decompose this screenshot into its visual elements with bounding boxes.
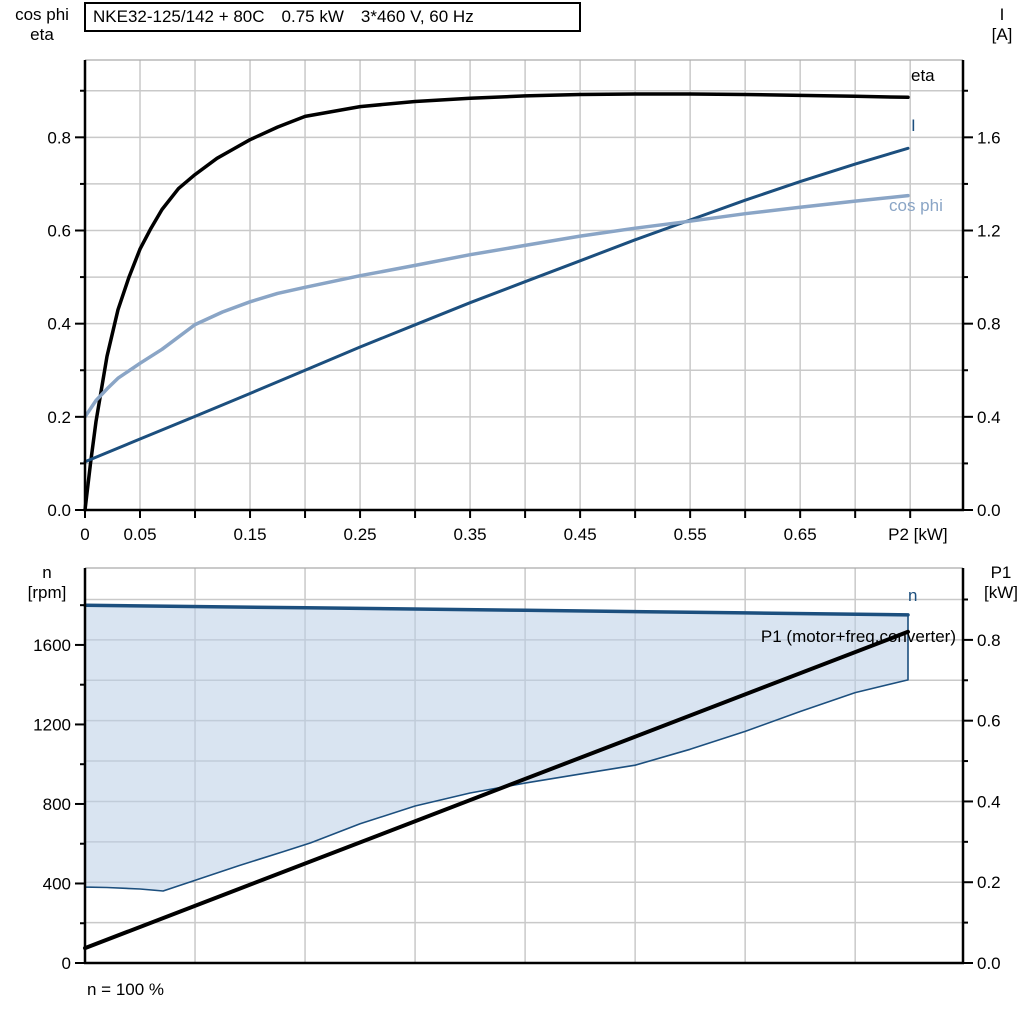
eta-axis-label: eta (30, 25, 54, 44)
pump-model-title: NKE32-125/142 + 80C (93, 7, 265, 26)
bottom-chart-left-axis-title: n [rpm] (10, 563, 84, 603)
top-chart-right-axis-title: I [A] (980, 5, 1024, 45)
top-chart-right-tick-label: 0.0 (977, 501, 1001, 520)
top-chart-right-tick-label: 1.2 (977, 221, 1001, 240)
p1-curve-label: P1 (motor+freq.converter) (760, 627, 956, 646)
cos-phi-axis-label: cos phi (15, 5, 69, 24)
supply-title: 3*460 V, 60 Hz (360, 7, 474, 26)
top-chart-x-tick-label: 0.05 (123, 525, 156, 544)
top-chart-x-tick-label: 0.15 (233, 525, 266, 544)
top-chart-left-tick-label: 0.0 (47, 501, 71, 520)
bottom-chart-right-tick-label: 0.6 (977, 712, 1001, 731)
p1-axis-label: P1 (990, 563, 1012, 582)
top-chart-left-tick-label: 0.4 (47, 315, 71, 334)
cos-phi-curve-label: cos phi (889, 196, 943, 215)
top-chart-left-tick-label: 0.2 (47, 408, 71, 427)
bottom-chart-left-tick-label: 800 (43, 795, 71, 814)
top-chart-x-tick-label: 0.55 (674, 525, 707, 544)
bottom-chart-right-tick-label: 0.8 (977, 631, 1001, 650)
chart-title-box: NKE32-125/142 + 80C 0.75 kW 3*460 V, 60 … (84, 2, 581, 32)
top-chart-left-tick-label: 0.8 (47, 128, 71, 147)
top-chart-series-cos-phi-curve (83, 193, 910, 419)
bottom-chart-series-n-curve (83, 603, 910, 617)
top-chart-right-tick-label: 0.4 (977, 408, 1001, 427)
top-chart-x-tick-label: 0.45 (564, 525, 597, 544)
bottom-chart-right-tick-label: 0.2 (977, 873, 1001, 892)
bottom-chart-left-tick-label: 400 (43, 874, 71, 893)
bottom-chart-series-p1-motor-freq-converter--curve (83, 629, 910, 951)
top-chart-right-tick-label: 0.8 (977, 315, 1001, 334)
speed-footnote: n = 100 % (87, 980, 165, 999)
speed-unit-label: [rpm] (27, 583, 67, 602)
rated-power-title: 0.75 kW (281, 7, 344, 26)
bottom-chart-right-tick-label: 0.4 (977, 792, 1001, 811)
top-chart-series-i-curve (83, 146, 910, 464)
p1-unit-label: [kW] (984, 583, 1018, 602)
bottom-chart-right-axis-title: P1 [kW] (978, 563, 1024, 603)
top-chart-left-axis-title: cos phi eta (4, 5, 80, 45)
top-chart-series-eta-curve (83, 92, 910, 512)
top-chart-x-tick-label: 0.25 (344, 525, 377, 544)
current-curve-label: I (911, 116, 916, 135)
top-chart-right-tick-label: 1.6 (977, 128, 1001, 147)
eta-curve-label: eta (911, 66, 935, 85)
bottom-chart-right-tick-label: 0.0 (977, 954, 1001, 973)
speed-curve-label: n (908, 586, 918, 605)
top-chart-x-tick-label: 0.65 (784, 525, 817, 544)
current-axis-label: I (999, 5, 1005, 24)
bottom-chart-left-tick-label: 0 (62, 954, 71, 973)
current-unit-label: [A] (991, 25, 1013, 44)
bottom-chart-left-tick-label: 1200 (33, 715, 71, 734)
top-chart-x-tick-label: 0.35 (454, 525, 487, 544)
top-chart-x-tick-label: P2 [kW] (888, 525, 948, 544)
top-chart-left-tick-label: 0.6 (47, 221, 71, 240)
top-chart-x-tick-label: 0 (80, 525, 89, 544)
bottom-chart-speed-range-area (84, 604, 909, 892)
bottom-chart-left-tick-label: 1600 (33, 636, 71, 655)
speed-axis-label: n (42, 563, 52, 582)
